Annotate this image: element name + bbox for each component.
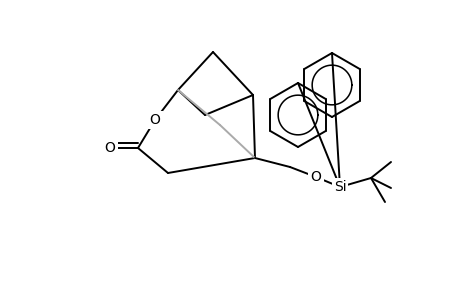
Text: O: O [104, 141, 115, 155]
Text: O: O [149, 113, 160, 127]
Text: Si: Si [333, 180, 346, 194]
Text: O: O [310, 170, 321, 184]
